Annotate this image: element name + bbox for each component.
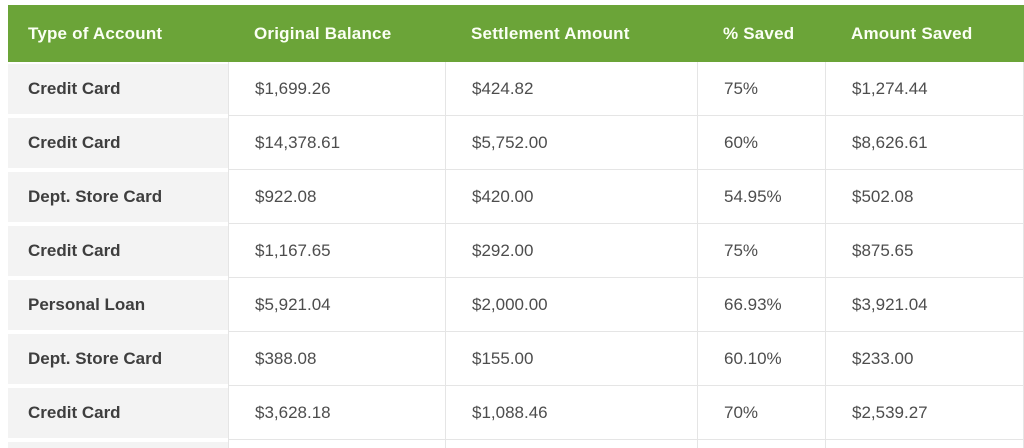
cell-amount-saved: $3,921.04 [825, 278, 1024, 332]
cell-amount-saved: $1,274.44 [825, 62, 1024, 116]
cell-percent-saved [697, 440, 825, 448]
table-row: Credit Card $14,378.61 $5,752.00 60% $8,… [8, 116, 1024, 170]
cell-amount-saved: $233.00 [825, 332, 1024, 386]
cell-type: Dept. Store Card [8, 332, 228, 386]
cell-type: Credit Card [8, 224, 228, 278]
cell-original-balance: $14,378.61 [228, 116, 445, 170]
table-header: Type of Account Original Balance Settlem… [8, 5, 1024, 62]
table-body: Credit Card $1,699.26 $424.82 75% $1,274… [8, 62, 1024, 448]
cell-percent-saved: 60.10% [697, 332, 825, 386]
table-row: Credit Card $3,628.18 $1,088.46 70% $2,5… [8, 386, 1024, 440]
cell-settlement-amount: $424.82 [445, 62, 697, 116]
table-row: Dept. Store Card $922.08 $420.00 54.95% … [8, 170, 1024, 224]
cell-settlement-amount: $1,088.46 [445, 386, 697, 440]
column-header-percent-saved: % Saved [697, 5, 825, 62]
cell-original-balance: $922.08 [228, 170, 445, 224]
cell-settlement-amount: $420.00 [445, 170, 697, 224]
cell-settlement-amount: $2,000.00 [445, 278, 697, 332]
cell-amount-saved: $2,539.27 [825, 386, 1024, 440]
cell-original-balance: $1,699.26 [228, 62, 445, 116]
cell-percent-saved: 70% [697, 386, 825, 440]
cell-type: Credit Card [8, 386, 228, 440]
cell-amount-saved: $502.08 [825, 170, 1024, 224]
cell-percent-saved: 54.95% [697, 170, 825, 224]
cell-type: Personal Loan [8, 278, 228, 332]
column-header-original-balance: Original Balance [228, 5, 445, 62]
cell-original-balance: $5,921.04 [228, 278, 445, 332]
settlement-table: Type of Account Original Balance Settlem… [8, 5, 1024, 448]
cell-percent-saved: 60% [697, 116, 825, 170]
cell-original-balance: $388.08 [228, 332, 445, 386]
cell-type: Dept. Store Card [8, 170, 228, 224]
cell-settlement-amount [445, 440, 697, 448]
column-header-settlement-amount: Settlement Amount [445, 5, 697, 62]
column-header-amount-saved: Amount Saved [825, 5, 1024, 62]
table-row: Dept. Store Card $388.08 $155.00 60.10% … [8, 332, 1024, 386]
header-row: Type of Account Original Balance Settlem… [8, 5, 1024, 62]
cell-type [8, 440, 228, 448]
cell-original-balance: $3,628.18 [228, 386, 445, 440]
cell-type: Credit Card [8, 116, 228, 170]
cell-original-balance [228, 440, 445, 448]
cell-percent-saved: 75% [697, 62, 825, 116]
column-header-type-of-account: Type of Account [8, 5, 228, 62]
table-row: Personal Loan $5,921.04 $2,000.00 66.93%… [8, 278, 1024, 332]
table-row: Credit Card $1,167.65 $292.00 75% $875.6… [8, 224, 1024, 278]
cell-settlement-amount: $5,752.00 [445, 116, 697, 170]
cell-settlement-amount: $292.00 [445, 224, 697, 278]
cell-amount-saved: $875.65 [825, 224, 1024, 278]
table-row: Credit Card $1,699.26 $424.82 75% $1,274… [8, 62, 1024, 116]
cell-percent-saved: 66.93% [697, 278, 825, 332]
cell-amount-saved: $8,626.61 [825, 116, 1024, 170]
cell-percent-saved: 75% [697, 224, 825, 278]
cell-type: Credit Card [8, 62, 228, 116]
cell-settlement-amount: $155.00 [445, 332, 697, 386]
cell-original-balance: $1,167.65 [228, 224, 445, 278]
table-row-partial [8, 440, 1024, 448]
cell-amount-saved [825, 440, 1024, 448]
